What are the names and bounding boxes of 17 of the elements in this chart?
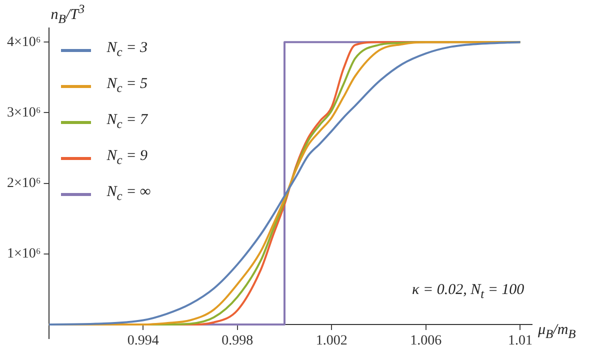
legend-label: N$_{c}$ = 3 (106, 40, 148, 60)
legend-label: N$_{c}$ = 7 (106, 112, 148, 132)
legend-label: N$_{c}$ = 5 (106, 76, 148, 96)
x-tick-label: 1.006 (410, 334, 442, 349)
x-tick-label: 0.994 (127, 334, 159, 349)
legend-label: N$_{c}$ = ∞ (106, 184, 151, 204)
y-tick-label: 1×10⁶ (6, 246, 41, 262)
y-axis-title: n$_{B}$/T$^{3}$ (50, 2, 85, 27)
x-tick-label: 1.01 (508, 334, 532, 349)
legend-label: N$_{c}$ = 9 (106, 148, 148, 168)
y-tick-label: 4×10⁶ (6, 34, 41, 50)
x-axis-title: μ$_{B}$/m$_{B}$ (538, 322, 576, 342)
y-tick-label: 2×10⁶ (6, 176, 41, 191)
y-tick-label: 3×10⁶ (6, 105, 41, 120)
x-tick-label: 0.998 (222, 334, 254, 349)
annotation: κ = 0.02, N$_{t}$ = 100 (412, 282, 524, 302)
x-tick-label: 1.002 (316, 334, 348, 349)
